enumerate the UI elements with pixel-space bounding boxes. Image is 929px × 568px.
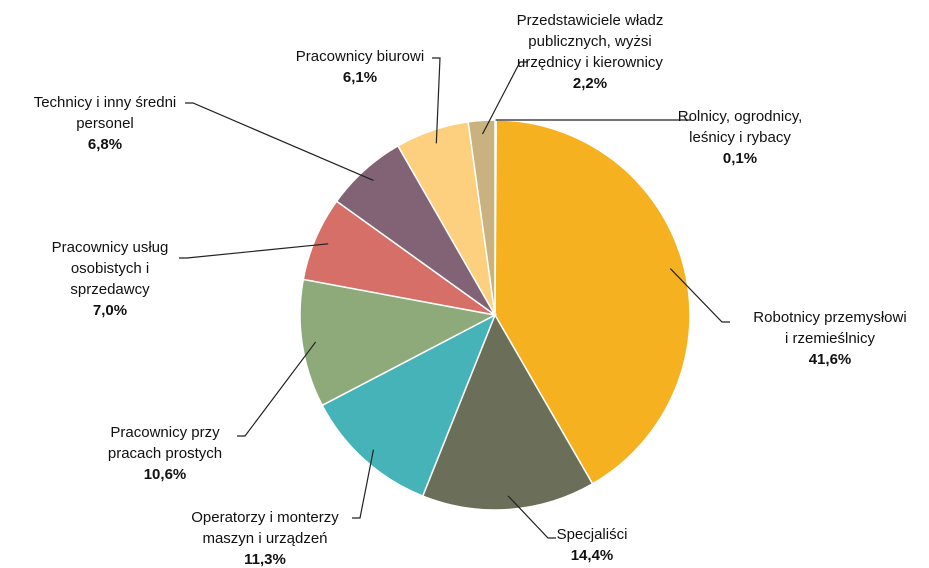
leader-line: [481, 61, 528, 135]
slice-label: Pracownicy przy: [110, 424, 220, 441]
slice-label: i rzemieślnicy: [785, 330, 876, 347]
slice-label: Operatorzy i monterzy: [191, 509, 339, 526]
leader-line: [179, 243, 329, 259]
slice-label: maszyn i urządzeń: [202, 530, 327, 547]
leader-line: [237, 341, 317, 437]
leader-line: [507, 495, 556, 539]
slice-label: Przedstawiciele władz: [517, 12, 664, 29]
pie-slice: [494, 119, 691, 485]
slice-label: leśnicy i rybacy: [689, 129, 791, 146]
slice-label: sprzedawcy: [70, 281, 150, 298]
slice-label: personel: [76, 115, 134, 132]
pie-slice: [421, 313, 594, 511]
slice-label: urzędnicy i kierownicy: [517, 54, 663, 71]
slice-label: Robotnicy przemysłowi: [753, 309, 906, 326]
slice-label: publicznych, wyżsi: [528, 33, 651, 50]
value-label: 41,6%: [809, 351, 852, 368]
value-label: 7,0%: [93, 302, 127, 319]
leader-line: [185, 102, 374, 181]
slice-label: Pracownicy biurowi: [296, 48, 424, 65]
slice-label: osobistych i: [71, 260, 149, 277]
pie-slice: [467, 119, 496, 316]
slice-label: Rolnicy, ogrodnicy,: [678, 108, 803, 125]
pie-slice: [299, 278, 498, 407]
slice-label: Specjaliści: [557, 526, 628, 543]
slice-label: Technicy i inny średni: [34, 94, 177, 111]
slice-label: pracach prostych: [108, 445, 222, 462]
slice-label: Pracownicy usług: [52, 239, 169, 256]
value-label: 11,3%: [244, 551, 286, 568]
value-label: 2,2%: [573, 75, 607, 92]
leader-line: [352, 449, 375, 519]
value-label: 6,8%: [88, 136, 122, 153]
pie-slice: [321, 313, 497, 498]
value-label: 10,6%: [144, 466, 187, 483]
value-label: 6,1%: [343, 69, 377, 86]
value-label: 14,4%: [571, 547, 614, 564]
leader-line: [432, 57, 441, 144]
value-label: 0,1%: [723, 150, 757, 167]
leader-line: [669, 268, 730, 323]
